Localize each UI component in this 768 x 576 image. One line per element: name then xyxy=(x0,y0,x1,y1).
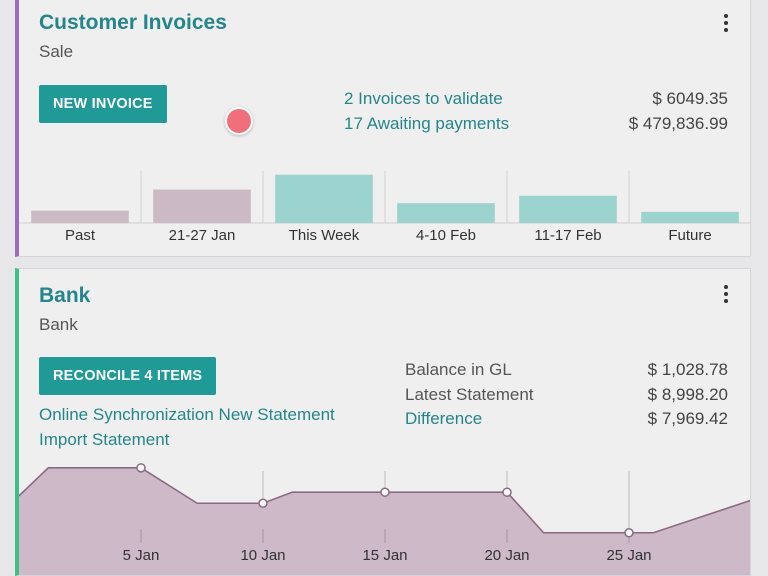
x-tick-label: 20 Jan xyxy=(484,547,529,564)
reconcile-button[interactable]: RECONCILE 4 ITEMS xyxy=(39,357,217,395)
balance-point xyxy=(380,487,390,497)
bar-label: 11-17 Feb xyxy=(534,227,601,244)
online-sync-link[interactable]: Online Synchronization New Statement xyxy=(39,405,335,424)
bar-label: 4-10 Feb xyxy=(416,227,476,244)
latest-statement-label: Latest Statement xyxy=(405,385,534,404)
bar-2 xyxy=(275,174,373,223)
kebab-menu-icon[interactable] xyxy=(722,13,730,33)
bar-label: This Week xyxy=(289,227,360,244)
x-tick-label: 25 Jan xyxy=(606,547,651,564)
bar-label: 21-27 Jan xyxy=(169,227,236,244)
x-tick-label: 5 Jan xyxy=(123,547,160,564)
bank-card: Bank Bank RECONCILE 4 ITEMS Online Synch… xyxy=(15,268,751,576)
kebab-menu-icon[interactable] xyxy=(722,284,730,304)
bar-1 xyxy=(153,189,251,223)
cursor-indicator xyxy=(225,107,253,135)
invoice-bar-chart: Past 21-27 Jan This Week 4-10 Feb 11-17 Feb F… xyxy=(19,171,750,244)
difference-link[interactable]: Difference xyxy=(405,409,483,428)
bank-subtitle: Bank xyxy=(39,315,78,334)
balance-point xyxy=(258,498,268,508)
bar-label: Future xyxy=(668,227,711,244)
bar-0 xyxy=(31,210,129,223)
latest-statement-amount: $ 8,998.20 xyxy=(647,385,728,404)
invoices-subtitle: Sale xyxy=(39,42,74,61)
invoices-title[interactable]: Customer Invoices xyxy=(39,11,227,34)
balance-point xyxy=(502,487,512,497)
bar-3 xyxy=(397,203,495,223)
bank-title[interactable]: Bank xyxy=(39,284,91,307)
invoices-to-validate-link[interactable]: 2 Invoices to validate xyxy=(344,89,503,108)
balance-area xyxy=(19,467,750,575)
awaiting-amount: $ 479,836.99 xyxy=(628,114,728,133)
import-statement-link[interactable]: Import Statement xyxy=(39,430,170,449)
balance-gl-label: Balance in GL xyxy=(405,360,512,379)
bar-label: Past xyxy=(65,227,96,244)
balance-point xyxy=(624,528,634,538)
customer-invoices-card: Customer Invoices Sale NEW INVOICE 2 Inv… xyxy=(15,0,751,257)
bank-balance-chart: 5 Jan 10 Jan 15 Jan 20 Jan 25 Jan xyxy=(19,463,750,575)
bar-4 xyxy=(519,195,617,223)
balance-gl-amount: $ 1,028.78 xyxy=(647,360,728,379)
bar-5 xyxy=(641,211,739,223)
x-tick-label: 15 Jan xyxy=(362,547,407,564)
x-tick-label: 10 Jan xyxy=(240,547,285,564)
new-invoice-button[interactable]: NEW INVOICE xyxy=(39,85,167,123)
balance-point xyxy=(136,463,146,473)
awaiting-payments-link[interactable]: 17 Awaiting payments xyxy=(344,114,510,133)
difference-amount: $ 7,969.42 xyxy=(647,409,728,428)
to-validate-amount: $ 6049.35 xyxy=(652,89,728,108)
